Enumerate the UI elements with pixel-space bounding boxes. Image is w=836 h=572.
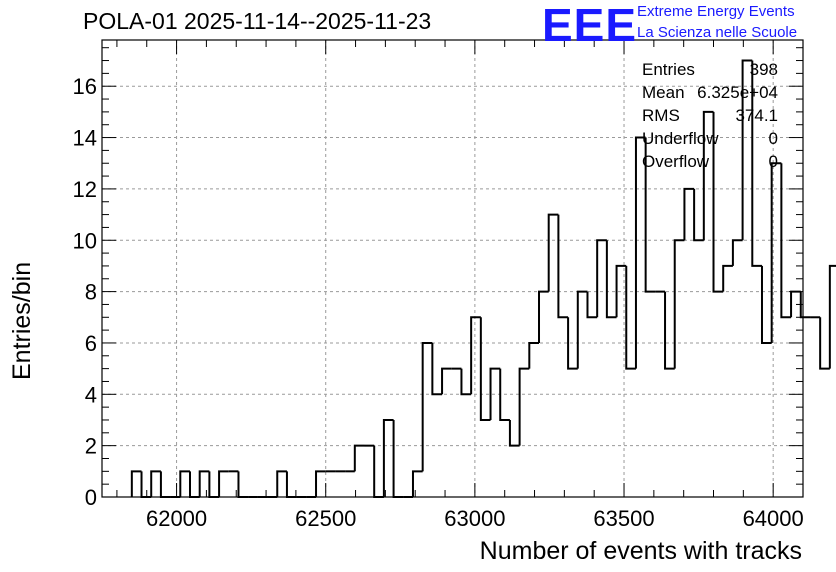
histogram-bin (237, 471, 249, 498)
histogram-bin (130, 470, 142, 497)
histogram-bin (625, 265, 636, 370)
histogram-bin (673, 239, 685, 369)
histogram-bin (188, 471, 200, 498)
histogram-bin (159, 471, 171, 498)
histogram-bin (538, 290, 549, 343)
x-tick-label: 62500 (295, 506, 356, 531)
histogram-bin (770, 162, 782, 343)
histogram-bin (179, 470, 190, 497)
x-axis-title: Number of events with tracks (479, 537, 802, 565)
stats-overflow-label: Overflow (642, 152, 710, 171)
x-tick-label: 64000 (743, 506, 804, 531)
histogram-bin (828, 264, 836, 369)
histogram-bin (315, 470, 326, 497)
histogram-bin (712, 111, 724, 293)
y-tick-label: 12 (73, 177, 97, 202)
histogram-bin (353, 444, 365, 472)
histogram-bin (150, 470, 161, 497)
histogram-bin (518, 367, 530, 446)
org-subtitle: La Scienza nelle Scuole (637, 24, 798, 41)
stats-rms-label: RMS (642, 106, 680, 125)
histogram-bin (596, 239, 607, 318)
histogram-bin (634, 136, 646, 369)
histogram-bin (722, 264, 733, 292)
histogram-bin (441, 367, 452, 395)
histogram-bin (198, 470, 210, 497)
axis-ticks (102, 40, 804, 498)
histogram-bin (489, 367, 501, 420)
stats-underflow-label: Underflow (642, 129, 719, 148)
histogram-bin (664, 291, 675, 370)
stats-entries-value: 398 (749, 60, 778, 79)
histogram-bin (567, 317, 578, 370)
eee-logo: EEE (542, 0, 638, 51)
histogram-bin (586, 291, 598, 319)
histogram-bin (557, 214, 569, 319)
plot-frame (101, 39, 804, 498)
histogram-bin (702, 110, 714, 241)
histogram-bin (479, 317, 491, 421)
y-axis-title: Entries/bin (8, 261, 36, 380)
histogram-bin (508, 419, 520, 447)
stats-entries-label: Entries (642, 60, 695, 79)
stats-mean-value: 6.325e+04 (697, 83, 778, 102)
y-tick-label: 4 (85, 382, 97, 407)
histogram-bin (499, 368, 510, 421)
y-tick-label: 14 (73, 126, 97, 151)
org-name: Extreme Energy Events (637, 3, 795, 20)
histogram-bin (605, 240, 617, 319)
y-tick-label: 2 (85, 434, 97, 459)
histogram-bin (644, 137, 656, 293)
histogram-bin (751, 60, 762, 267)
histogram-bin (470, 316, 481, 395)
histogram-bin (218, 470, 229, 497)
histogram-bin (421, 341, 433, 472)
histogram-bin (373, 445, 384, 498)
histogram-bin (576, 290, 588, 369)
x-tick-label: 62000 (146, 506, 207, 531)
histogram-bin (208, 471, 220, 498)
histogram-bin (615, 264, 627, 318)
histogram-bin (693, 188, 704, 242)
y-tick-label: 6 (85, 331, 97, 356)
histogram-layer (130, 59, 836, 498)
histogram-bin (731, 239, 743, 266)
histogram-bin (285, 471, 297, 498)
histogram-bin (392, 419, 404, 498)
x-tick-label: 63000 (444, 506, 505, 531)
histogram-bin (683, 187, 695, 241)
histogram-bin (276, 470, 287, 497)
y-tick-label: 8 (85, 280, 97, 305)
histogram-bin (431, 342, 443, 396)
stats-underflow-value: 0 (768, 129, 778, 148)
y-tick-label: 0 (85, 485, 97, 510)
histogram-bin (741, 59, 753, 241)
histogram-bin (382, 418, 394, 497)
stats-rms-value: 374.1 (735, 106, 778, 125)
histogram-bin (528, 341, 540, 369)
grid-lines (102, 40, 803, 497)
histogram-bin (460, 368, 472, 396)
histogram-bin (760, 265, 772, 344)
x-tick-label: 63500 (593, 506, 654, 531)
histogram-bin (819, 317, 830, 370)
histogram-bin (780, 163, 792, 319)
histogram-bin (547, 213, 559, 292)
chart-title: POLA-01 2025-11-14--2025-11-23 (83, 8, 432, 34)
tick-labels: 62000 62500 63000 63500 64000 0 2 4 6 8 10 12 14 16 (73, 74, 804, 531)
histogram-bin (411, 470, 423, 497)
y-tick-label: 16 (73, 74, 97, 99)
y-tick-label: 10 (73, 228, 97, 253)
stats-mean-label: Mean (642, 83, 685, 102)
stats-overflow-value: 0 (768, 152, 778, 171)
